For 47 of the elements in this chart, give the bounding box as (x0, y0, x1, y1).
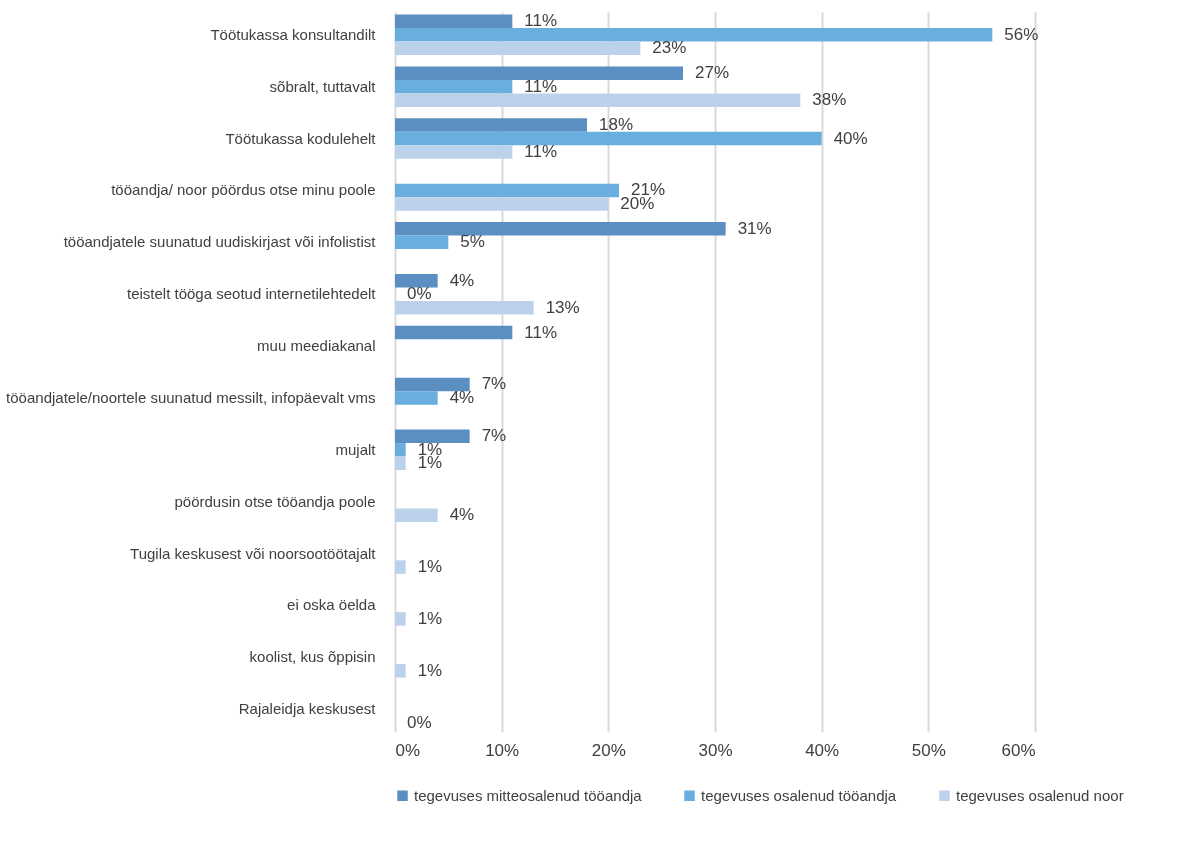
y-tick-label: tööandjatele/noortele suunatud messilt, infopäevalt vms (6, 388, 376, 406)
data-label: 1% (417, 557, 443, 577)
y-tick-label: muu meediakanal (257, 337, 376, 355)
y-tick-label: Töötukassa kodulehelt (225, 129, 377, 147)
y-tick-label: sõbralt, tuttavalt (269, 77, 377, 95)
y-tick-label: Tugila keskusest või noorsootöötajalt (130, 544, 377, 562)
data-label: 4% (449, 505, 475, 525)
data-label: 27% (695, 63, 730, 83)
x-tick-label: 30% (698, 740, 733, 760)
data-label: 11% (524, 11, 558, 31)
y-tick-label: pöördusin otse tööandja poole (174, 492, 376, 510)
x-tick-label: 50% (911, 740, 946, 760)
x-tick-label: 10% (485, 740, 520, 760)
x-tick-label: 20% (591, 740, 626, 760)
data-label: 0% (407, 712, 432, 732)
y-tick-label: Töötukassa konsultandilt (210, 25, 377, 43)
data-label: 11% (524, 322, 558, 342)
data-label: 1% (417, 660, 443, 680)
data-label: 23% (652, 38, 687, 58)
data-label: 5% (460, 232, 485, 252)
legend-label: tegevuses mitteosalenud tööandja (414, 786, 643, 804)
data-label: 4% (449, 387, 475, 407)
x-tick-label: 40% (805, 740, 840, 760)
data-label: 13% (545, 297, 580, 317)
data-label: 38% (812, 90, 847, 110)
y-tick-label: tööandjatele suunatud uudiskirjast või infolistist (63, 233, 377, 251)
x-tick-label: 0% (395, 740, 421, 760)
legend-label: tegevuses osalenud noor (956, 786, 1124, 804)
data-label: 7% (481, 426, 507, 446)
data-label: 56% (1004, 24, 1039, 44)
y-tick-label: koolist, kus õppisin (249, 648, 376, 666)
data-label: 7% (481, 374, 507, 394)
data-label: 1% (417, 608, 443, 628)
y-tick-label: teistelt tööga seotud internetilehtedelt (126, 285, 377, 303)
y-tick-label: ei oska öelda (287, 596, 377, 614)
data-label: 4% (449, 270, 475, 290)
data-label: 11% (524, 76, 558, 96)
x-tick-label: 60% (1001, 740, 1036, 760)
data-label: 11% (524, 142, 558, 162)
legend-label: tegevuses osalenud tööandja (701, 786, 897, 804)
y-tick-label: tööandja/ noor pöördus otse minu poole (111, 181, 376, 199)
data-label: 18% (599, 115, 634, 135)
data-label: 40% (833, 128, 868, 148)
data-label: 31% (737, 218, 772, 238)
data-label: 0% (407, 284, 432, 304)
y-tick-label: Rajaleidja keskusest (238, 700, 377, 718)
y-tick-label: mujalt (335, 440, 377, 458)
